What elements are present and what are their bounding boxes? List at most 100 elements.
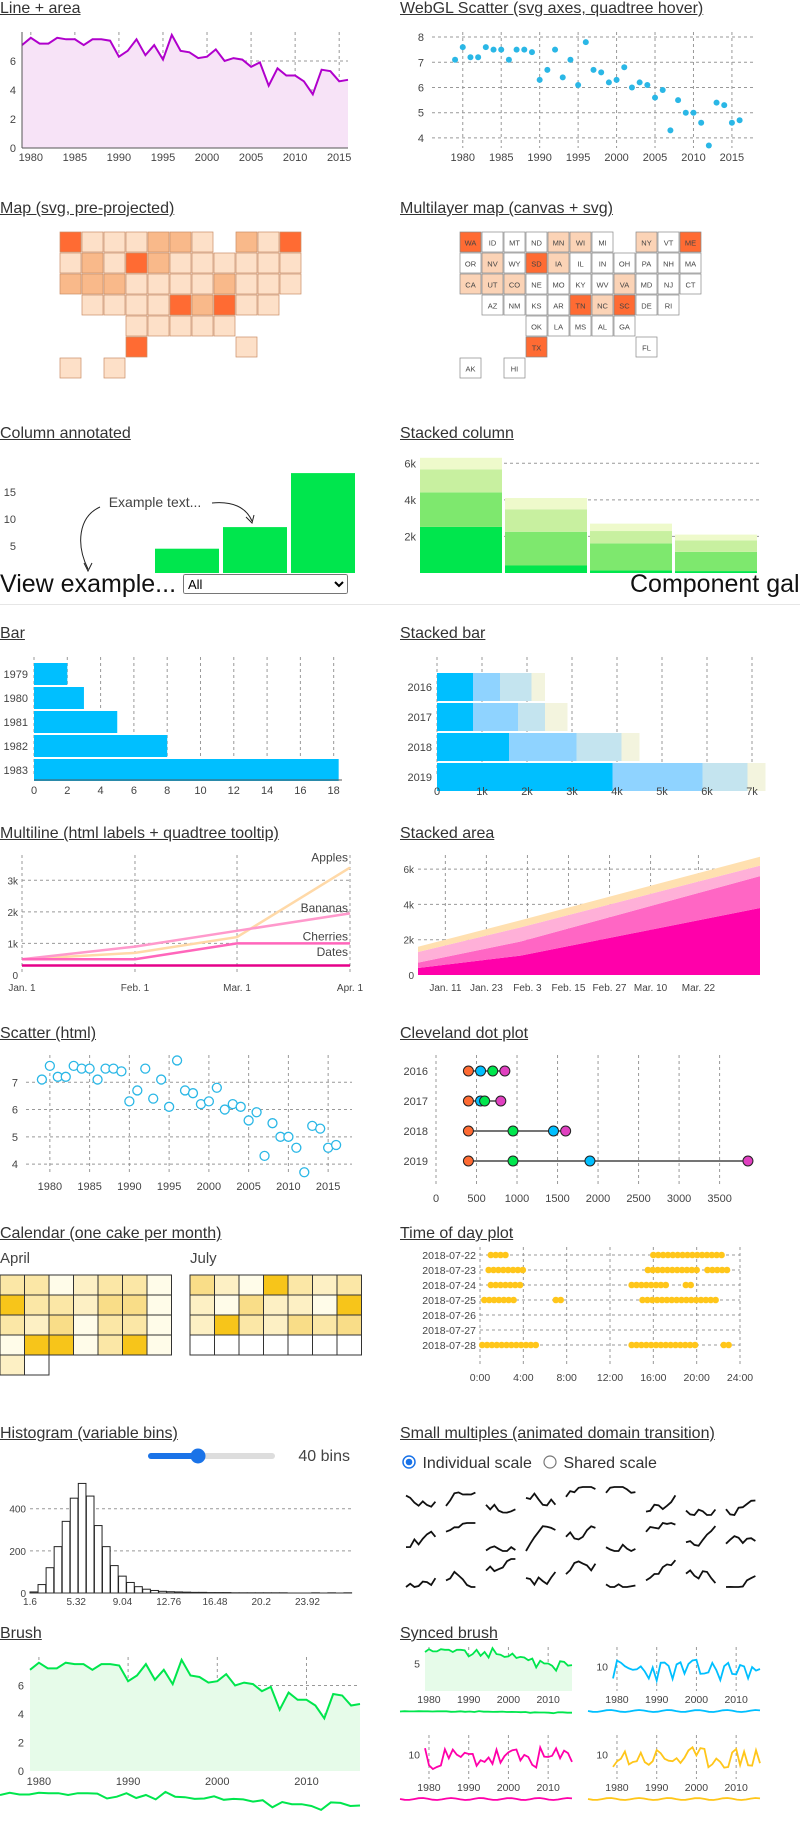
stacked-column-segment bbox=[590, 531, 672, 544]
time-dot bbox=[504, 1266, 512, 1274]
synced-brush-chart[interactable]: 1980 1990 2000 2010 5 1980 1990 2000 2010 10 1980 1… bbox=[399, 1645, 770, 1825]
calendar-day-cell bbox=[97, 1274, 123, 1296]
title-stacked-column[interactable]: Stacked column bbox=[400, 425, 514, 442]
state-ak bbox=[459, 357, 482, 379]
stacked-bar-segment bbox=[747, 763, 766, 791]
x-tick-label: 2000 bbox=[685, 1782, 709, 1794]
state-sd bbox=[525, 252, 548, 274]
state-or bbox=[459, 252, 482, 274]
x-tick-label: 1980 bbox=[605, 1694, 629, 1706]
title-bar[interactable]: Bar bbox=[0, 625, 25, 642]
title-multiline[interactable]: Multiline (html labels + quadtree toolti… bbox=[0, 825, 279, 842]
title-time-of-day[interactable]: Time of day plot bbox=[400, 1225, 514, 1242]
x-tick-label: 1980 bbox=[27, 1776, 51, 1788]
view-selector-bar: View example... All Component gallery bbox=[0, 566, 800, 605]
radio-individual-scale[interactable]: Individual scale bbox=[402, 1454, 532, 1473]
calendar-day-cell bbox=[48, 1314, 74, 1336]
x-tick-label: 8 bbox=[164, 785, 170, 797]
time-dot bbox=[664, 1251, 672, 1259]
radio-shared-scale[interactable]: Shared scale bbox=[543, 1454, 657, 1473]
x-tick-label: Feb. 27 bbox=[593, 983, 627, 994]
title-column-annotated[interactable]: Column annotated bbox=[0, 425, 131, 442]
small-multiple-line bbox=[405, 1577, 437, 1588]
calendar-day-cell bbox=[312, 1294, 338, 1316]
time-dot bbox=[507, 1281, 514, 1289]
state-fl bbox=[235, 336, 258, 358]
brush-chart[interactable]: 1980 1990 2000 2010 0 2 4 6 bbox=[0, 1645, 370, 1812]
small-multiple-line bbox=[725, 1499, 756, 1516]
column-annotated-chart: 5 10 15 Example text... bbox=[4, 473, 355, 573]
y-tick-label: 4k bbox=[404, 495, 416, 507]
scatter-point bbox=[528, 49, 535, 56]
title-multilayer-map[interactable]: Multilayer map (canvas + svg) bbox=[400, 200, 613, 217]
time-dot bbox=[687, 1296, 695, 1304]
scatter-point bbox=[682, 109, 689, 116]
title-webgl-scatter[interactable]: WebGL Scatter (svg axes, quadtree hover) bbox=[400, 0, 704, 17]
calendar-day-cell bbox=[312, 1274, 338, 1296]
time-dot bbox=[669, 1251, 677, 1259]
state-wy bbox=[103, 252, 126, 274]
annotation-arrow bbox=[211, 502, 253, 522]
small-multiple-line bbox=[565, 1525, 596, 1541]
time-dot bbox=[704, 1266, 711, 1274]
state-hi bbox=[503, 357, 526, 379]
dot bbox=[462, 1065, 474, 1077]
time-dot bbox=[557, 1296, 565, 1304]
panel-line-area: Line + area 1980 1985 1990 1995 2000 2005 2010… bbox=[0, 0, 370, 190]
title-scatter-html[interactable]: Scatter (html) bbox=[0, 1025, 97, 1042]
title-synced-brush[interactable]: Synced brush bbox=[400, 1625, 498, 1642]
calendar-day-cell bbox=[0, 1334, 25, 1356]
dot bbox=[495, 1095, 507, 1107]
scatter-point bbox=[259, 1150, 270, 1162]
state-ia bbox=[547, 252, 570, 274]
scatter-point bbox=[536, 76, 543, 83]
y-tick-label: 400 bbox=[9, 1505, 26, 1516]
time-dot bbox=[652, 1341, 660, 1349]
title-stacked-area[interactable]: Stacked area bbox=[400, 825, 495, 842]
state-mn bbox=[147, 231, 170, 253]
radio-shared-icon[interactable] bbox=[543, 1454, 559, 1470]
scatter-point bbox=[315, 1123, 326, 1134]
scatter-point bbox=[482, 44, 489, 51]
title-histogram[interactable]: Histogram (variable bins) bbox=[0, 1425, 178, 1442]
small-multiple-line bbox=[525, 1525, 556, 1552]
state-nm bbox=[503, 294, 526, 316]
x-tick-label: 3000 bbox=[667, 1193, 691, 1205]
series-line bbox=[21, 32, 349, 97]
small-multiple-line bbox=[605, 1543, 636, 1553]
y-tick-label: 3k bbox=[7, 876, 19, 887]
title-stacked-bar[interactable]: Stacked bar bbox=[400, 625, 486, 642]
bins-slider-thumb[interactable] bbox=[190, 1448, 206, 1464]
small-multiple-line bbox=[685, 1508, 717, 1516]
time-dot bbox=[712, 1296, 719, 1304]
calendar-day-cell bbox=[312, 1314, 338, 1336]
state-label-mi: MI bbox=[598, 239, 606, 248]
time-dot bbox=[483, 1341, 491, 1349]
x-tick-label: 1980 bbox=[417, 1694, 441, 1706]
view-example-select[interactable]: All bbox=[183, 574, 348, 594]
scatter-point bbox=[544, 66, 551, 73]
brush-context-line bbox=[0, 1790, 361, 1812]
radio-individual-icon[interactable] bbox=[402, 1454, 418, 1470]
title-line-area[interactable]: Line + area bbox=[0, 0, 81, 17]
state-wy bbox=[503, 252, 526, 274]
state-wa bbox=[59, 231, 82, 253]
title-small-multiples[interactable]: Small multiples (animated domain transit… bbox=[400, 1425, 715, 1442]
title-calendar[interactable]: Calendar (one cake per month) bbox=[0, 1225, 222, 1242]
calendar-day-cell bbox=[122, 1314, 148, 1336]
y-category-label: 2017 bbox=[408, 712, 432, 724]
calendar-day-cell bbox=[24, 1334, 50, 1356]
series-label: Dates bbox=[317, 945, 348, 959]
state-mn bbox=[547, 231, 570, 253]
day-label: 2018-07-23 bbox=[422, 1265, 476, 1277]
title-brush[interactable]: Brush bbox=[0, 1625, 42, 1642]
time-dot bbox=[522, 1341, 530, 1349]
x-tick-label: 2010 bbox=[294, 1776, 318, 1788]
title-map-svg[interactable]: Map (svg, pre-projected) bbox=[0, 200, 175, 217]
title-cleveland[interactable]: Cleveland dot plot bbox=[400, 1025, 529, 1042]
time-dot bbox=[642, 1341, 650, 1349]
scatter-point bbox=[675, 97, 682, 104]
state-label-mt: MT bbox=[509, 239, 520, 248]
small-multiple-line bbox=[405, 1494, 437, 1508]
